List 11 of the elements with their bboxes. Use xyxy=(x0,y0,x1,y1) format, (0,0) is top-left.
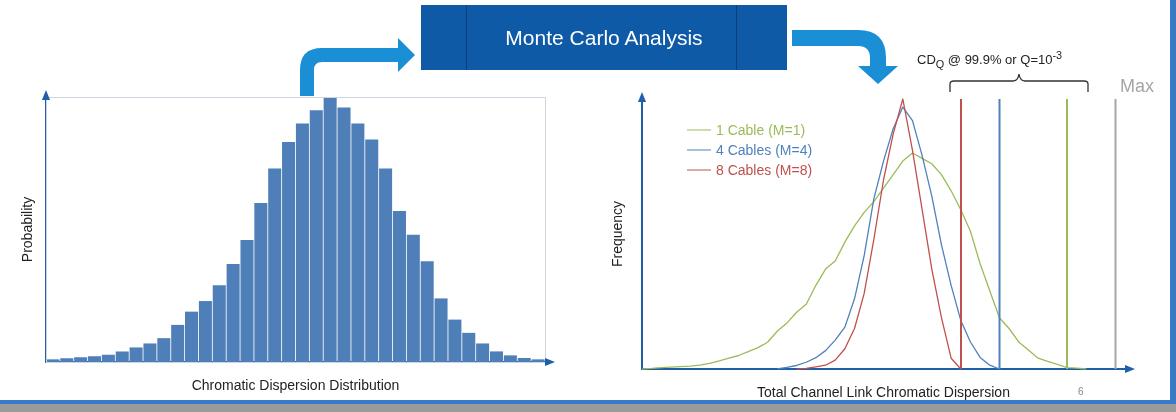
text: Max xyxy=(1120,76,1155,97)
x-axis-title: Total Channel Link Chromatic Dispersion xyxy=(757,384,1010,400)
x-axis-title: Chromatic Dispersion Distribution xyxy=(191,377,400,393)
text: 6 xyxy=(1078,386,1084,397)
text: Monte Carlo Analysis xyxy=(505,25,703,50)
y-axis-title: Probability xyxy=(19,196,35,263)
legend-label: 1 Cable (M=1) xyxy=(716,122,806,138)
y-axis-title: Frequency xyxy=(609,200,625,268)
text: CD$_{Q}$ @ 99.9% or Q=10$^{-3}$ xyxy=(917,49,1063,70)
legend-label: 4 Cables (M=4) xyxy=(716,142,813,158)
legend-label: 8 Cables (M=8) xyxy=(716,162,813,178)
